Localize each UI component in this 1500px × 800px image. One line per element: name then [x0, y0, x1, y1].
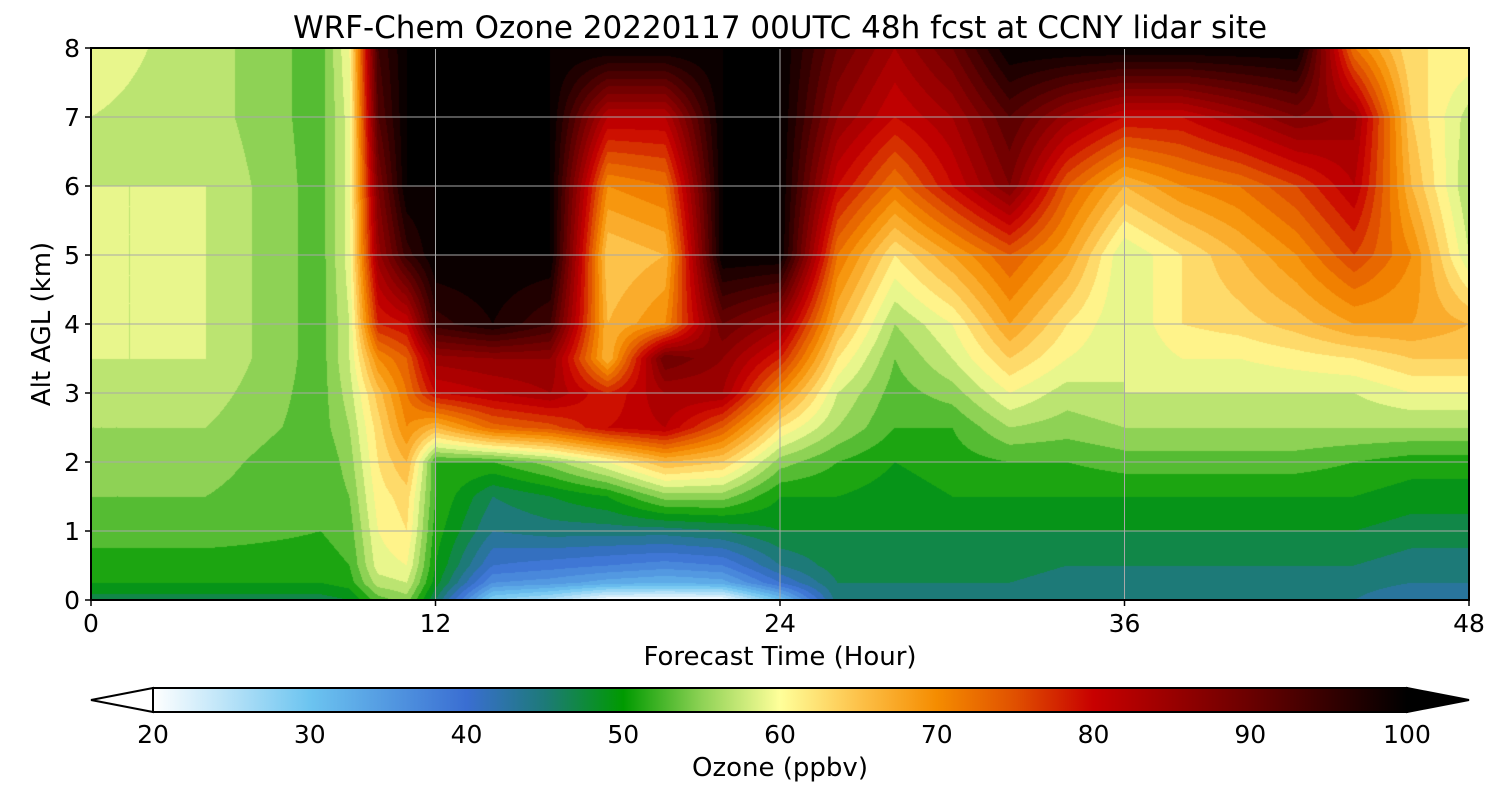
- y-tick-label: 1: [64, 517, 80, 546]
- y-tick-label: 2: [64, 448, 80, 477]
- colorbar-ticks: 20 30 40 50 60 70 80 90 100: [137, 720, 1431, 749]
- x-tick-label: 0: [83, 609, 99, 638]
- colorbar-extend-low: [90, 686, 154, 714]
- chart-title: WRF-Chem Ozone 20220117 00UTC 48h fcst a…: [293, 10, 1267, 46]
- y-tick-label: 6: [64, 172, 80, 201]
- colorbar-tick-label: 60: [764, 720, 796, 749]
- colorbar-extend-high: [1406, 686, 1470, 714]
- y-tick-label: 4: [64, 310, 80, 339]
- x-axis-label: Forecast Time (Hour): [643, 642, 916, 672]
- y-tick-label: 5: [64, 241, 80, 270]
- colorbar-tick-label: 80: [1078, 720, 1110, 749]
- y-tick-label: 8: [64, 34, 80, 63]
- colorbar: 20 30 40 50 60 70 80 90 100: [90, 686, 1470, 749]
- colorbar-tick-label: 50: [607, 720, 639, 749]
- colorbar-tick-label: 100: [1383, 720, 1431, 749]
- y-tick-label: 7: [64, 103, 80, 132]
- colorbar-tick-label: 40: [451, 720, 483, 749]
- x-tick-label: 24: [764, 609, 796, 638]
- y-tick-label: 0: [64, 586, 80, 615]
- y-axis-label: Alt AGL (km): [27, 242, 57, 406]
- x-tick-label: 12: [420, 609, 452, 638]
- x-tick-label: 48: [1453, 609, 1485, 638]
- colorbar-tick-label: 30: [294, 720, 326, 749]
- x-tick-label: 36: [1109, 609, 1141, 638]
- y-axis-ticks: 0 1 2 3 4 5 6 7 8: [64, 34, 91, 615]
- y-tick-label: 3: [64, 379, 80, 408]
- colorbar-tick-label: 70: [921, 720, 953, 749]
- x-axis-ticks: 0 12 24 36 48: [83, 600, 1485, 638]
- colorbar-tick-label: 90: [1234, 720, 1266, 749]
- colorbar-label: Ozone (ppbv): [692, 753, 868, 783]
- colorbar-tick-label: 20: [137, 720, 169, 749]
- colorbar-gradient: [152, 687, 1408, 713]
